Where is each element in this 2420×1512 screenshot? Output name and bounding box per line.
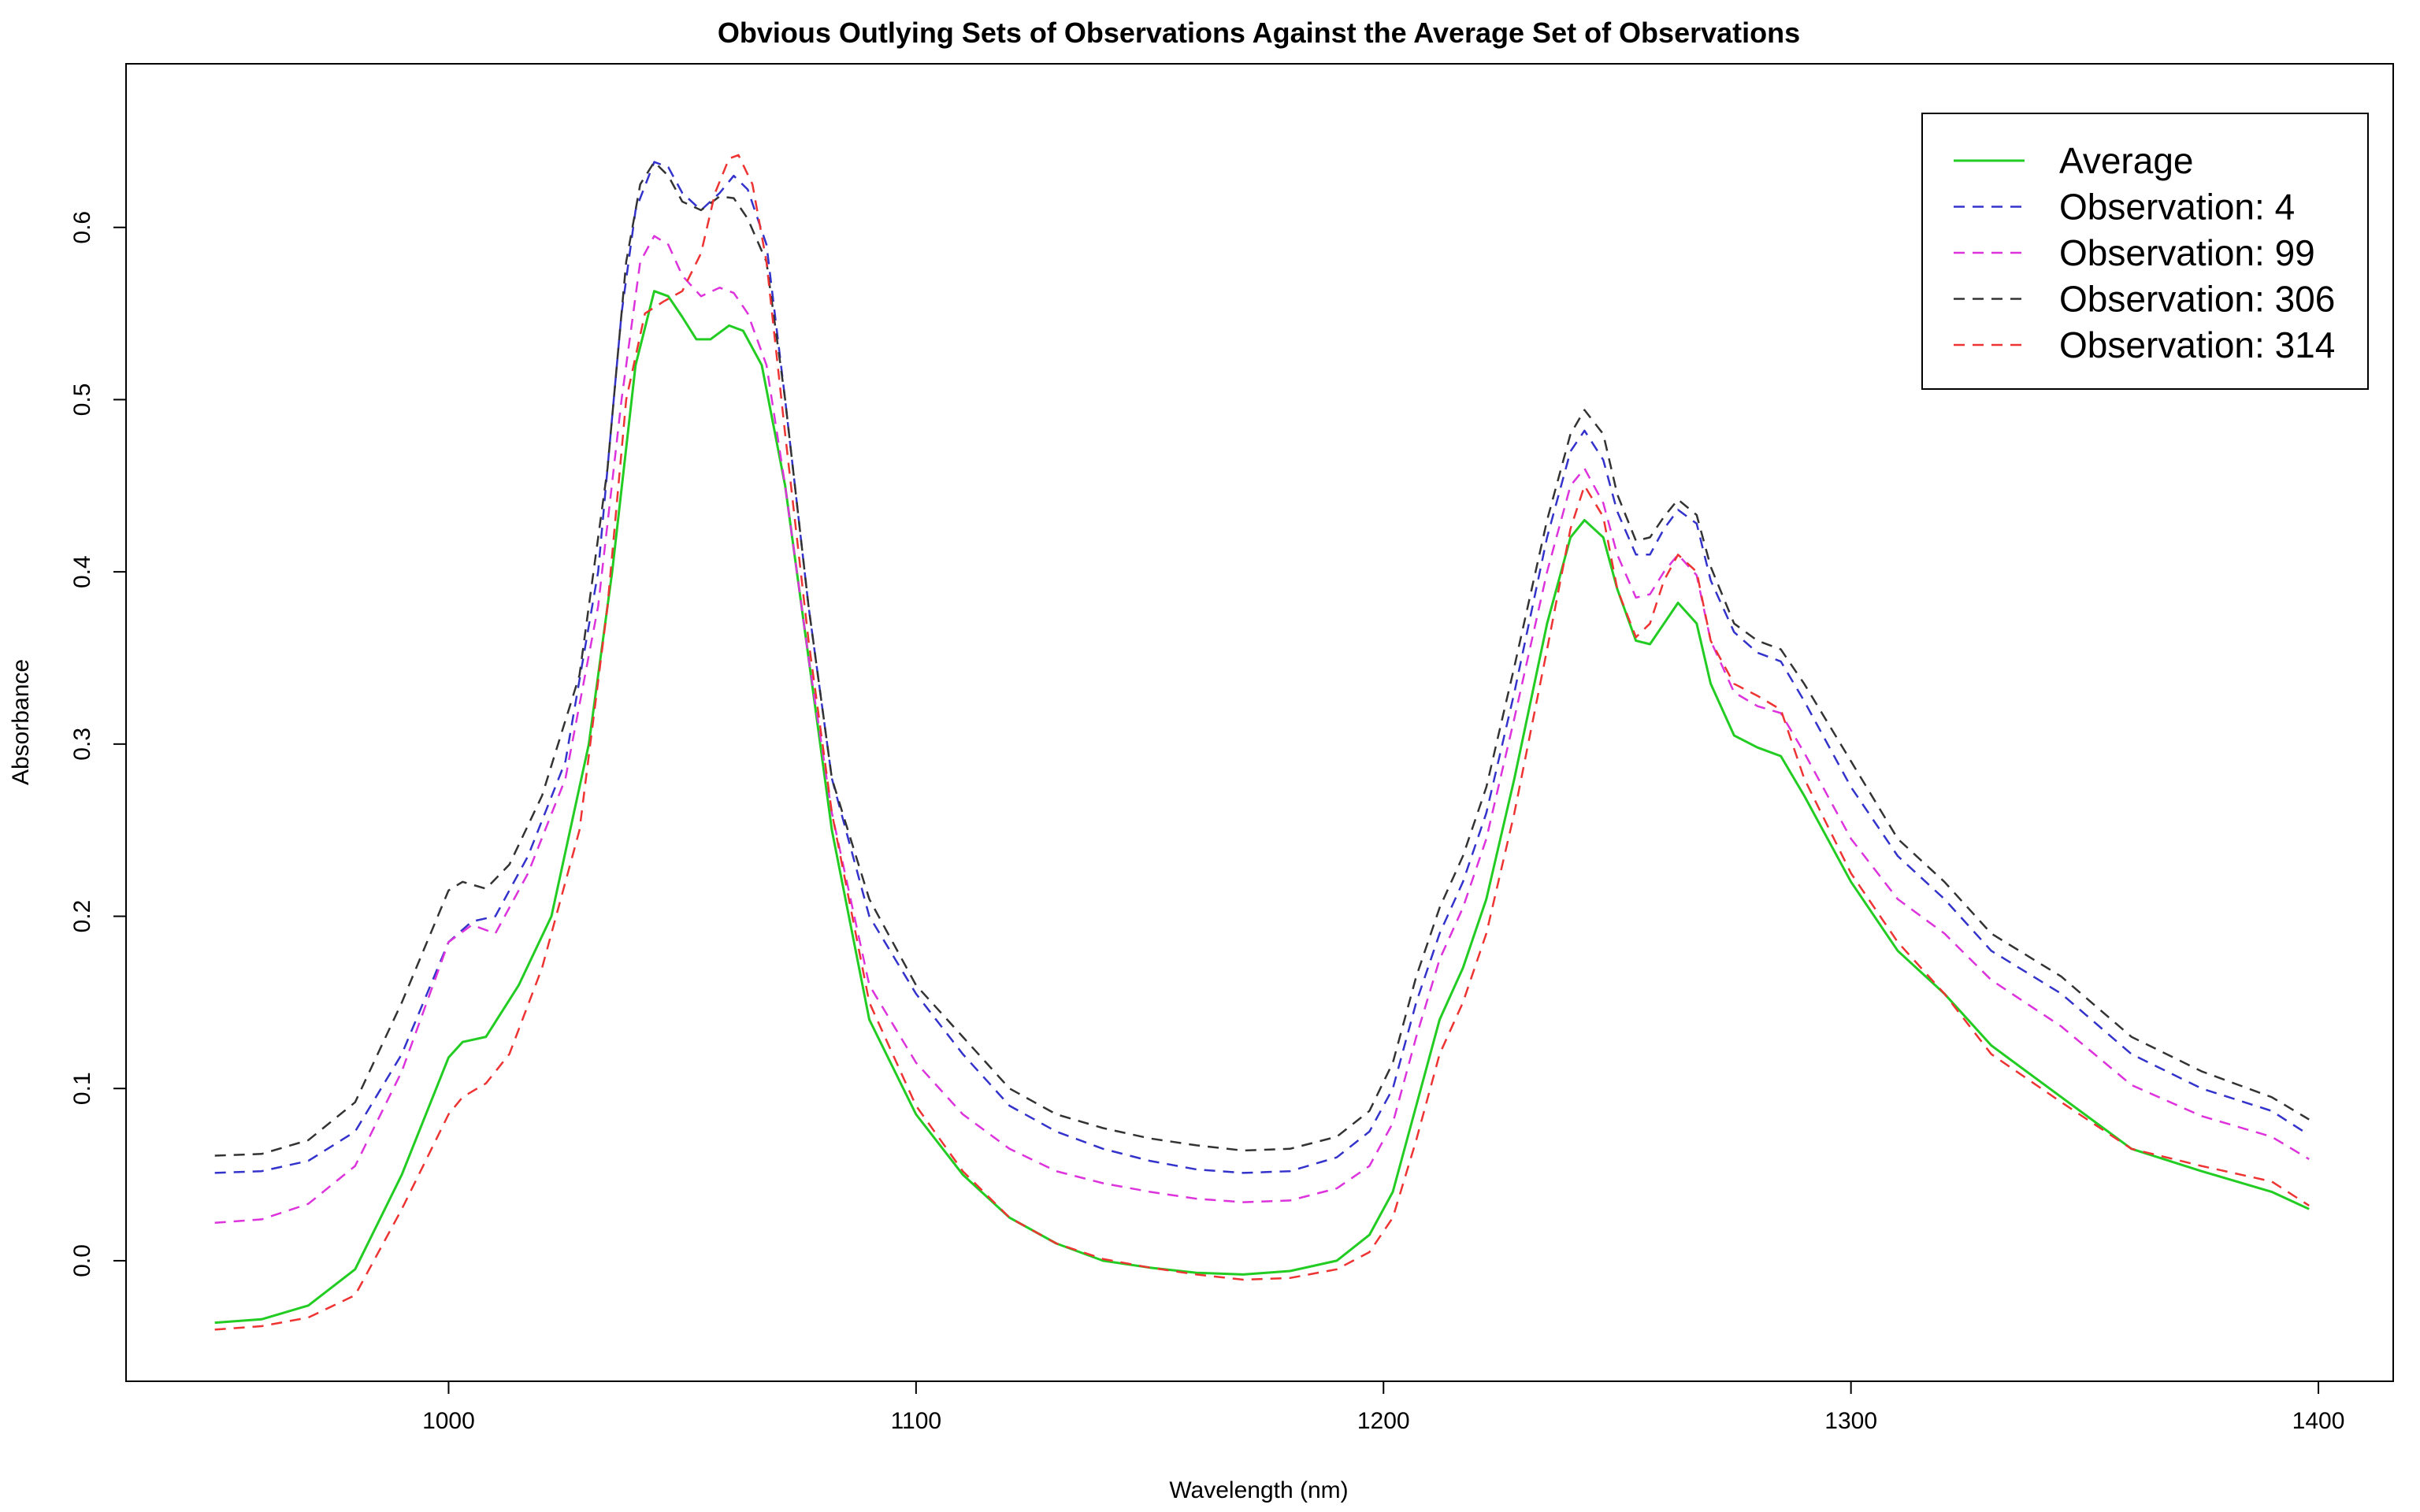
y-tick-label-0.0: 0.0: [69, 1244, 95, 1277]
series-line-observation-314: [214, 154, 2310, 1331]
y-axis: 0.0 0.1 0.2 0.3 0.4 0.5 0.6: [69, 211, 127, 1277]
y-tick-label-0.5: 0.5: [69, 384, 95, 417]
legend-label-average: Average: [2059, 140, 2194, 181]
y-tick-label-0.4: 0.4: [69, 555, 95, 588]
y-tick-label-0.2: 0.2: [69, 900, 95, 933]
x-tick-label-1400: 1400: [2292, 1408, 2345, 1434]
legend-label-observation-306: Observation: 306: [2059, 279, 2335, 320]
series-group: [214, 154, 2310, 1331]
legend-label-observation-4: Observation: 4: [2059, 187, 2295, 228]
legend-label-observation-314: Observation: 314: [2059, 324, 2335, 365]
x-tick-label-1200: 1200: [1357, 1408, 1410, 1434]
series-line-average: [214, 290, 2310, 1325]
y-tick-label-0.6: 0.6: [69, 211, 95, 244]
series-line-observation-4: [214, 161, 2310, 1174]
x-axis: 1000 1100 1200 1300 1400: [422, 1380, 2345, 1434]
legend-label-observation-99: Observation: 99: [2059, 232, 2315, 273]
x-tick-label-1000: 1000: [422, 1408, 475, 1434]
x-tick-label-1300: 1300: [1824, 1408, 1877, 1434]
series-line-observation-99: [214, 235, 2310, 1225]
legend-box: [1921, 113, 2369, 390]
chart-title: Obvious Outlying Sets of Observations Ag…: [718, 17, 1800, 49]
x-tick-label-1100: 1100: [891, 1408, 942, 1434]
y-axis-label: Absorbance: [8, 659, 34, 785]
y-tick-label-0.3: 0.3: [69, 728, 95, 761]
y-tick-label-0.1: 0.1: [69, 1072, 95, 1105]
series-line-observation-306: [214, 161, 2310, 1157]
x-axis-label: Wavelength (nm): [1169, 1477, 1348, 1503]
